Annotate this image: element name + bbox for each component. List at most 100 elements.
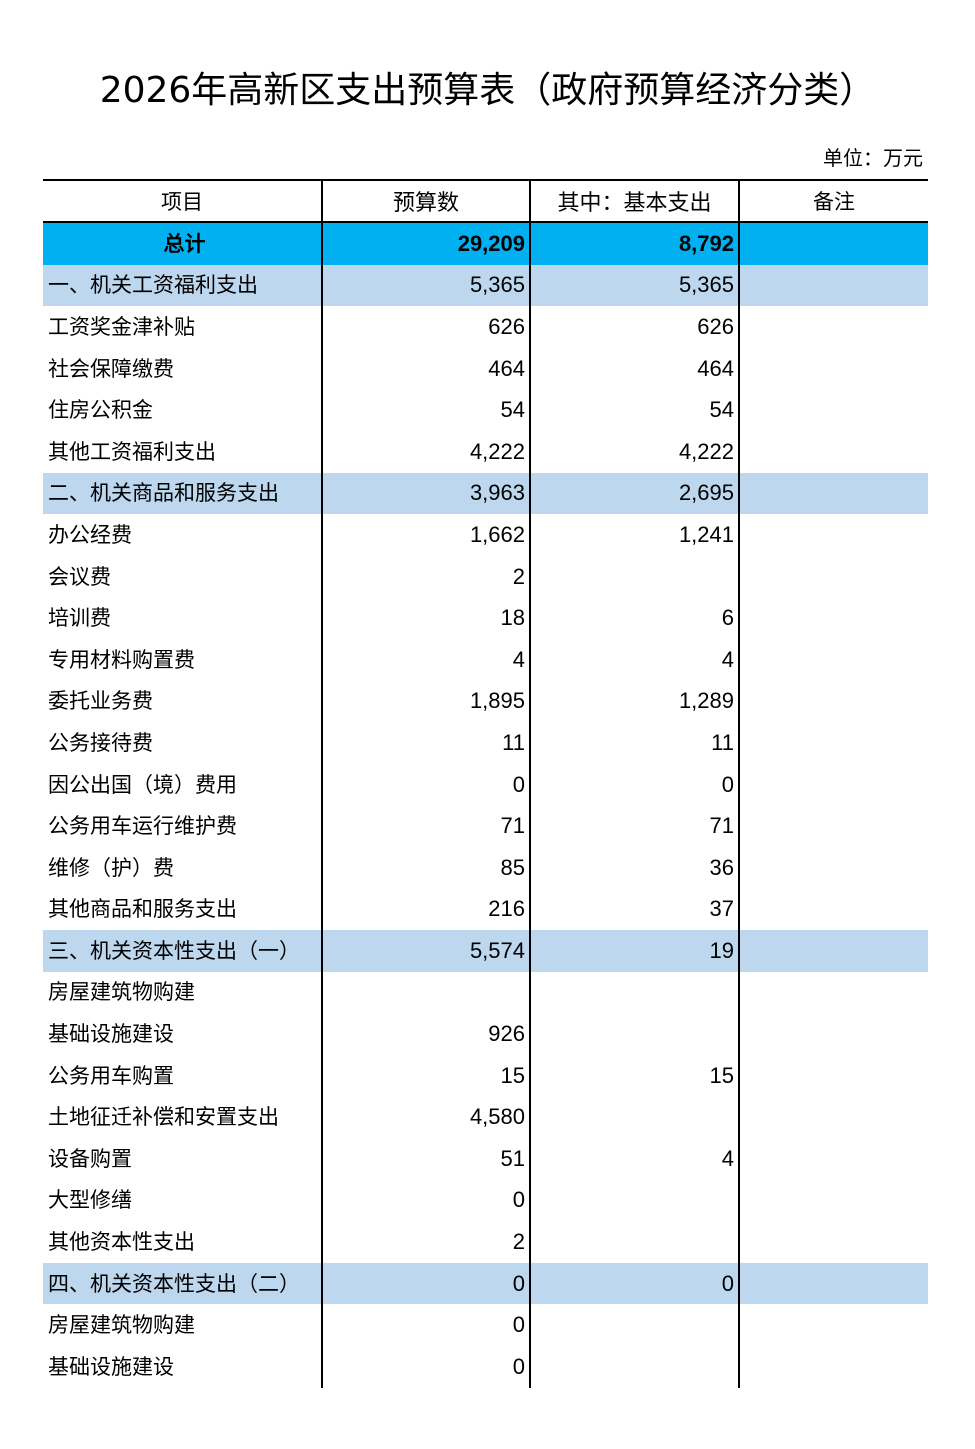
budget-cell: 11 [323,722,531,764]
table-row: 因公出国（境）费用 0 0 [43,763,928,806]
label-cell: 社会保障缴费 [43,347,323,390]
label-cell: 维修（护）费 [43,846,323,889]
row-label: 公务用车运行维护费 [48,814,237,839]
budget-value: 4,222 [469,438,525,464]
basic-cell: 1,241 [531,514,740,556]
table-row: 其他商品和服务支出 216 37 [43,888,928,931]
budget-value: 29,209 [457,230,525,256]
label-cell: 工资奖金津补贴 [43,306,323,348]
basic-cell: 464 [531,347,740,390]
row-label: 其他工资福利支出 [48,439,216,464]
basic-cell: 37 [531,888,740,931]
budget-cell: 51 [323,1138,531,1180]
budget-value: 4,580 [469,1104,525,1130]
note-cell [740,223,928,265]
table-row: 设备购置 51 4 [43,1138,928,1180]
table-row: 维修（护）费 85 36 [43,846,928,889]
budget-value: 0 [512,1187,525,1213]
basic-value: 54 [709,397,734,423]
row-label: 其他商品和服务支出 [48,897,237,922]
title: 2026年高新区支出预算表（政府预算经济分类） [99,70,876,111]
basic-value: 15 [709,1062,734,1088]
basic-cell: 4,222 [531,430,740,473]
label-cell: 其他商品和服务支出 [43,888,323,931]
table-row: 公务用车购置 15 15 [43,1054,928,1097]
note-cell [740,1221,928,1263]
table-row: 基础设施建设 926 [43,1013,928,1055]
label-cell: 基础设施建设 [43,1013,323,1055]
basic-cell: 4 [531,1138,740,1180]
label-cell: 会议费 [43,555,323,598]
basic-value: 626 [697,313,734,339]
row-label: 房屋建筑物购建 [48,980,195,1005]
header-cell: 预算数 [323,181,531,221]
table-row: 会议费 2 [43,555,928,598]
budget-value: 626 [488,313,525,339]
budget-cell: 216 [323,888,531,931]
budget-cell: 4,580 [323,1096,531,1139]
note-cell [740,306,928,348]
label-cell: 四、机关资本性支出（二） [43,1262,323,1305]
label-cell: 基础设施建设 [43,1346,323,1388]
label-cell: 三、机关资本性支出（一） [43,930,323,972]
table-row: 大型修缮 0 [43,1179,928,1222]
basic-cell: 15 [531,1054,740,1097]
table-row: 基础设施建设 0 [43,1346,928,1388]
table-row: 房屋建筑物购建 0 [43,1304,928,1347]
row-label: 二、机关商品和服务支出 [48,481,279,506]
basic-cell: 4 [531,638,740,681]
label-cell: 住房公积金 [43,389,323,431]
basic-cell: 1,289 [531,680,740,723]
label-cell: 一、机关工资福利支出 [43,264,323,307]
note-cell [740,1304,928,1346]
basic-value: 0 [721,771,734,797]
row-label: 公务用车购置 [48,1063,174,1088]
budget-value: 11 [502,729,525,755]
budget-cell: 1,895 [323,680,531,723]
table-row: 工资奖金津补贴 626 626 [43,306,928,348]
label-cell: 委托业务费 [43,680,323,723]
basic-value: 6 [721,605,734,631]
table: 项目 预算数 其中：基本支出 备注 总计 29,209 8,792 一、机关工资福利支… [43,179,928,1388]
basic-value: 464 [697,355,734,381]
basic-cell [531,971,740,1014]
label-cell: 公务接待费 [43,722,323,764]
note-cell [740,1263,928,1305]
row-label: 其他资本性支出 [48,1230,195,1255]
row-label: 房屋建筑物购建 [48,1313,195,1338]
label-cell: 房屋建筑物购建 [43,1304,323,1347]
budget-value: 0 [512,771,525,797]
table-row: 四、机关资本性支出（二） 0 0 [43,1262,928,1305]
basic-value: 1,289 [678,688,734,714]
basic-cell: 11 [531,722,740,764]
note-cell [740,930,928,972]
budget-cell: 2 [323,1221,531,1263]
budget-cell: 5,365 [323,264,531,307]
basic-cell [531,1096,740,1139]
note-cell [740,389,928,431]
label-cell: 公务用车购置 [43,1054,323,1097]
budget-cell: 15 [323,1054,531,1097]
basic-value: 71 [709,813,734,839]
budget-cell: 4,222 [323,430,531,473]
basic-cell: 0 [531,1262,740,1305]
basic-cell [531,1179,740,1222]
basic-value: 37 [709,896,734,922]
budget-value: 926 [488,1021,525,1047]
basic-cell: 54 [531,389,740,431]
note-cell [740,805,928,847]
note-cell [740,514,928,556]
budget-cell: 5,574 [323,930,531,972]
note-cell [740,1013,928,1055]
basic-value: 0 [721,1270,734,1296]
note-cell [740,597,928,639]
budget-value: 2 [512,563,525,589]
budget-cell: 0 [323,1179,531,1222]
row-label: 培训费 [48,606,111,631]
table-row: 公务用车运行维护费 71 71 [43,805,928,847]
label-cell: 因公出国（境）费用 [43,763,323,806]
basic-cell [531,1346,740,1388]
budget-value: 1,895 [469,688,525,714]
table-row: 公务接待费 11 11 [43,722,928,764]
